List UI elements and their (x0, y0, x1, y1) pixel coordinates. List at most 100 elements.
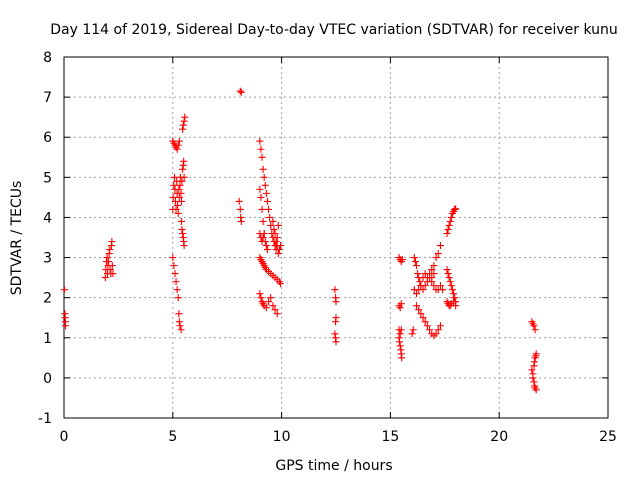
data-point (105, 258, 113, 266)
data-point (396, 330, 404, 338)
data-point (179, 121, 187, 129)
grid (64, 57, 608, 418)
data-point (269, 217, 277, 225)
data-point (175, 193, 183, 201)
data-point (266, 213, 274, 221)
data-point (170, 181, 178, 189)
data-point (109, 270, 117, 278)
data-point (444, 270, 452, 278)
data-point (180, 157, 188, 165)
data-point (171, 197, 179, 205)
data-point (237, 88, 245, 96)
data-point (445, 274, 453, 282)
data-point (235, 197, 243, 205)
data-point (415, 306, 423, 314)
data-point (274, 221, 282, 229)
data-point (332, 318, 340, 326)
data-point (258, 238, 266, 246)
data-point (258, 205, 266, 213)
data-point (258, 153, 266, 161)
y-tick-label: -1 (38, 411, 52, 427)
data-point (170, 262, 178, 270)
data-point (421, 282, 429, 290)
data-point (272, 238, 280, 246)
data-point (421, 318, 429, 326)
data-point (180, 173, 188, 181)
y-axis-label: SDTVAR / TECUs (9, 181, 25, 296)
data-point (179, 165, 187, 173)
data-point (260, 173, 268, 181)
data-point (331, 286, 339, 294)
x-tick-label: 15 (381, 429, 399, 445)
data-point (179, 125, 187, 133)
y-tick-label: 3 (43, 251, 52, 267)
data-point (177, 326, 185, 334)
data-point (260, 229, 268, 237)
data-point (532, 350, 540, 358)
y-tick-label: 6 (43, 130, 52, 146)
data-point (396, 304, 404, 312)
data-point (430, 282, 438, 290)
x-tick-label: 25 (599, 429, 617, 445)
data-point (274, 250, 282, 258)
data-point (256, 290, 264, 298)
data-point (172, 278, 180, 286)
data-point (178, 197, 186, 205)
data-point (261, 181, 269, 189)
data-point (434, 250, 442, 258)
data-point (169, 193, 177, 201)
data-point (447, 282, 455, 290)
data-point (259, 234, 267, 241)
data-point (430, 262, 438, 270)
data-point (270, 225, 278, 233)
data-point (411, 258, 419, 266)
data-point (452, 205, 460, 213)
data-point (332, 298, 340, 306)
data-point (532, 386, 540, 394)
data-point (529, 374, 537, 382)
data-point (263, 246, 271, 254)
data-point (175, 137, 183, 145)
data-point (436, 282, 444, 290)
data-point (175, 185, 183, 193)
data-point (62, 322, 70, 330)
x-tick-label: 5 (168, 429, 177, 445)
data-point (178, 225, 186, 233)
data-point (432, 330, 440, 338)
data-point (436, 322, 444, 330)
data-point (428, 266, 436, 274)
data-point (450, 298, 458, 306)
data-point (446, 217, 454, 225)
data-point (181, 113, 189, 121)
data-point (177, 189, 185, 197)
data-point (409, 326, 417, 334)
x-tick-label: 20 (490, 429, 508, 445)
data-point (236, 205, 244, 213)
data-point (397, 326, 405, 334)
data-point (331, 330, 339, 338)
data-point (108, 238, 116, 246)
data-point (410, 254, 418, 262)
data-point (426, 274, 434, 282)
data-point (423, 322, 431, 330)
data-point (174, 141, 182, 149)
data-point (267, 294, 275, 302)
x-axis-label: GPS time / hours (275, 458, 392, 474)
data-point (450, 290, 458, 298)
data-point (103, 254, 111, 262)
data-point (413, 290, 421, 298)
data-point (173, 145, 181, 153)
data-point (169, 254, 177, 262)
data-point (439, 286, 447, 294)
axis-ticks (63, 56, 609, 419)
y-tick-label: 7 (43, 90, 52, 106)
data-point (174, 294, 182, 302)
data-point (173, 286, 181, 294)
data-point (419, 314, 427, 322)
data-point (528, 366, 536, 374)
plot-frame (63, 56, 609, 419)
data-point (262, 304, 270, 312)
data-point (174, 209, 182, 217)
data-point (530, 322, 538, 330)
